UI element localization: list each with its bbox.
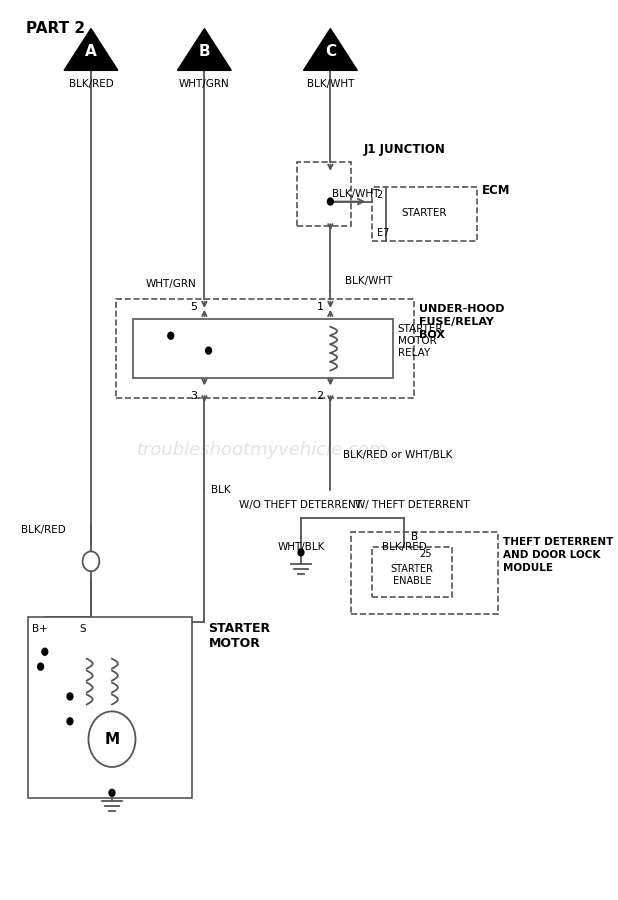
Text: troubleshootmyvehicle.com: troubleshootmyvehicle.com [137, 441, 387, 459]
Circle shape [67, 693, 73, 700]
Text: 2: 2 [316, 392, 324, 401]
Bar [352, 533, 498, 614]
Text: BLK/RED: BLK/RED [69, 79, 113, 89]
Text: MOTOR: MOTOR [397, 336, 436, 346]
Circle shape [168, 332, 174, 339]
Text: B: B [198, 44, 210, 59]
Bar [297, 162, 352, 227]
Text: J1 JUNCTION: J1 JUNCTION [364, 143, 446, 157]
Circle shape [38, 663, 43, 670]
Circle shape [83, 552, 99, 572]
Text: THEFT DETERRENT: THEFT DETERRENT [504, 537, 614, 547]
Bar [373, 547, 452, 597]
Text: S: S [79, 624, 86, 634]
Circle shape [67, 718, 73, 724]
Circle shape [88, 711, 135, 767]
Circle shape [206, 347, 211, 354]
Polygon shape [303, 29, 357, 70]
Text: BLK/WHT: BLK/WHT [345, 276, 393, 286]
Text: BLK/RED: BLK/RED [21, 525, 66, 535]
Text: AND DOOR LOCK: AND DOOR LOCK [504, 551, 601, 561]
Text: BLK/WHT: BLK/WHT [307, 79, 354, 89]
Text: MOTOR: MOTOR [209, 637, 260, 651]
Text: E7: E7 [376, 229, 389, 238]
Circle shape [42, 648, 48, 655]
Text: BLK/RED or WHT/BLK: BLK/RED or WHT/BLK [343, 450, 452, 460]
Text: STARTER: STARTER [209, 623, 271, 635]
Circle shape [298, 549, 304, 556]
Text: WHT/BLK: WHT/BLK [277, 543, 324, 553]
Polygon shape [64, 29, 118, 70]
Bar [116, 299, 415, 399]
Text: M: M [104, 732, 119, 747]
Text: BLK/RED: BLK/RED [382, 543, 426, 553]
Bar [133, 319, 394, 378]
Circle shape [328, 198, 333, 205]
Bar [28, 617, 192, 797]
Text: BLK: BLK [211, 485, 231, 495]
Text: A: A [85, 44, 97, 59]
Text: ENABLE: ENABLE [392, 576, 431, 586]
Text: STARTER: STARTER [402, 209, 447, 219]
Text: C: C [325, 44, 336, 59]
Text: WHT/GRN: WHT/GRN [179, 79, 230, 89]
Text: W/O THEFT DETERRENT: W/O THEFT DETERRENT [240, 500, 363, 509]
Text: 5: 5 [191, 302, 198, 312]
Text: UNDER-HOOD: UNDER-HOOD [420, 304, 505, 314]
Text: FUSE/RELAY: FUSE/RELAY [420, 317, 494, 327]
Text: BLK/WHT: BLK/WHT [332, 189, 379, 199]
Text: 1: 1 [316, 302, 324, 312]
Text: 2: 2 [376, 190, 383, 200]
Text: MODULE: MODULE [504, 563, 553, 573]
Text: RELAY: RELAY [397, 347, 430, 357]
Text: STARTER: STARTER [397, 324, 443, 334]
Text: WHT/GRN: WHT/GRN [145, 279, 196, 289]
Polygon shape [177, 29, 231, 70]
Text: STARTER: STARTER [391, 564, 433, 574]
Text: PART 2: PART 2 [27, 21, 85, 36]
Text: B: B [411, 533, 418, 543]
Bar [373, 186, 477, 241]
Circle shape [109, 789, 115, 796]
Text: 25: 25 [420, 549, 432, 560]
Text: ECM: ECM [481, 184, 510, 197]
Text: 3: 3 [191, 392, 198, 401]
Text: BOX: BOX [420, 329, 446, 339]
Text: W/ THEFT DETERRENT: W/ THEFT DETERRENT [355, 500, 470, 509]
Text: B+: B+ [32, 624, 48, 634]
